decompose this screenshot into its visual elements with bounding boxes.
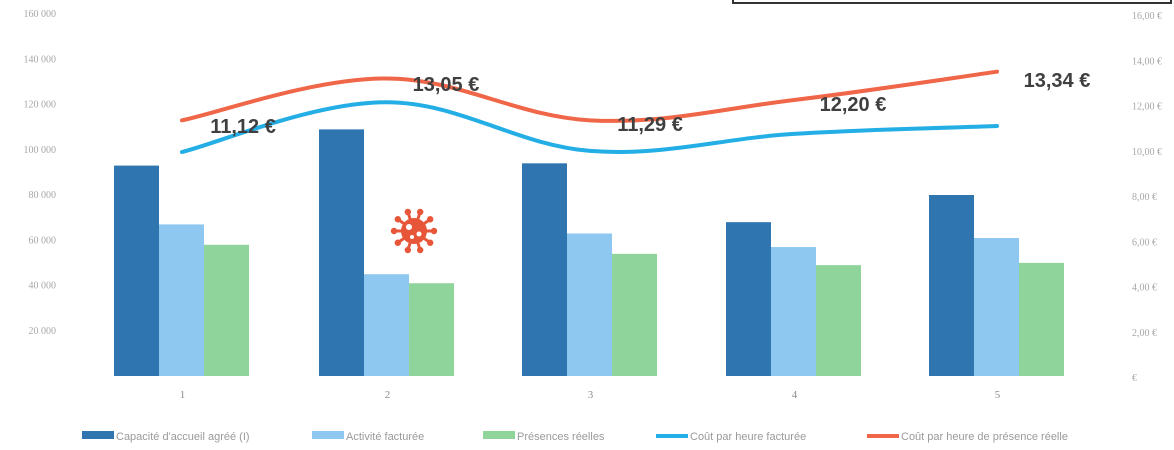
legend-swatch xyxy=(483,431,515,439)
right-axis-tick-label: 12,00 € xyxy=(1132,102,1162,113)
bar-3-cat-5 xyxy=(1019,262,1064,376)
legend-swatch xyxy=(312,431,344,439)
legend-label: Présences réelles xyxy=(517,431,605,443)
bar-3-cat-2 xyxy=(409,283,454,376)
bar-1-cat-4 xyxy=(726,222,771,376)
virus-icon xyxy=(390,208,438,254)
line-series-1 xyxy=(180,100,999,155)
bar-2-cat-2 xyxy=(364,274,409,376)
bar-1-cat-2 xyxy=(319,129,364,376)
category-label: 1 xyxy=(180,389,186,401)
legend-label: Activité facturée xyxy=(346,431,424,443)
legend-label: Coût par heure facturée xyxy=(690,431,806,443)
right-axis-tick-label: 10,00 € xyxy=(1132,147,1162,158)
bar-2-cat-1 xyxy=(159,224,204,376)
category-label: 2 xyxy=(385,389,391,401)
legend-label: Capacité d'accueil agréé (I) xyxy=(116,431,250,443)
right-axis-tick-label: 4,00 € xyxy=(1132,283,1157,294)
legend-label: Coût par heure de présence réelle xyxy=(901,431,1068,443)
legend-swatch xyxy=(82,431,114,439)
data-label: 11,12 € xyxy=(210,116,276,138)
right-axis-tick-label: 2,00 € xyxy=(1132,328,1157,339)
left-axis-tick-label: 160 000 xyxy=(24,9,57,20)
category-label: 5 xyxy=(995,389,1001,401)
bar-1-cat-5 xyxy=(929,195,974,376)
data-label: 12,20 € xyxy=(820,94,887,116)
left-axis-tick-label: 40 000 xyxy=(29,281,57,292)
category-label: 3 xyxy=(588,389,594,401)
bar-2-cat-4 xyxy=(771,247,816,376)
left-axis-tick-label: 140 000 xyxy=(24,54,57,65)
bar-1-cat-3 xyxy=(522,163,567,376)
line-series-2 xyxy=(180,69,999,123)
left-axis-tick-label: 20 000 xyxy=(29,326,57,337)
corner-frame xyxy=(732,0,1172,4)
left-axis-tick-label: 60 000 xyxy=(29,235,57,246)
bar-2-cat-3 xyxy=(567,233,612,376)
bar-1-cat-1 xyxy=(114,165,159,376)
bar-3-cat-4 xyxy=(816,265,861,376)
bar-3-cat-1 xyxy=(204,244,249,376)
data-label: 11,29 € xyxy=(617,114,683,136)
right-axis-tick-label: 6,00 € xyxy=(1132,237,1157,248)
left-axis-tick-label: 80 000 xyxy=(29,190,57,201)
data-label: 13,05 € xyxy=(413,74,480,96)
right-axis-tick-label: 14,00 € xyxy=(1132,56,1162,67)
bar-3-cat-3 xyxy=(612,253,657,376)
category-label: 4 xyxy=(792,389,798,401)
left-axis-tick-label: 120 000 xyxy=(24,100,57,111)
left-axis-tick-label: 100 000 xyxy=(24,145,57,156)
right-axis-tick-label: 8,00 € xyxy=(1132,192,1157,203)
bar-2-cat-5 xyxy=(974,237,1019,376)
right-axis-tick-label: € xyxy=(1132,373,1137,384)
right-axis-tick-label: 16,00 € xyxy=(1132,11,1162,22)
data-label: 13,34 € xyxy=(1024,70,1091,92)
